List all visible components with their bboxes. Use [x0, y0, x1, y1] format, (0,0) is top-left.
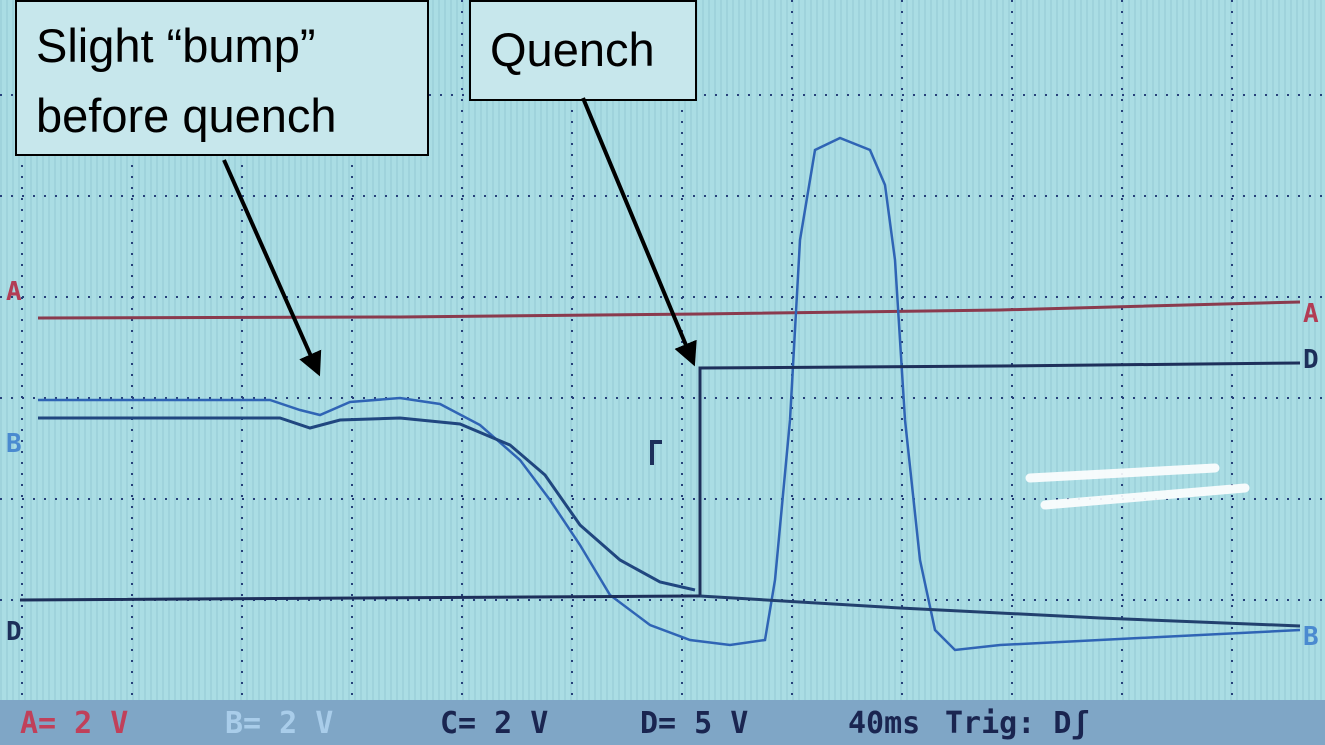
status-channel: C= 2 V	[440, 706, 548, 741]
callout-text: before quench	[36, 89, 337, 142]
channel-marker: B	[6, 429, 22, 459]
trigger-marker	[650, 440, 662, 465]
channel-marker: B	[1303, 622, 1319, 652]
channel-marker: D	[6, 617, 22, 647]
status-bar	[0, 700, 1325, 745]
status-timebase: 40ms	[848, 706, 920, 741]
status-channel: D= 5 V	[640, 706, 748, 741]
callout-box	[15, 0, 429, 156]
callout-arrow	[222, 159, 322, 377]
status-channel: B= 2 V	[225, 706, 333, 741]
trace-d-tail	[699, 594, 1301, 628]
callout-arrow	[581, 97, 697, 367]
channel-marker: A	[1303, 299, 1319, 329]
trace-a	[37, 300, 1301, 320]
channel-marker: D	[1303, 345, 1319, 375]
channel-marker: A	[6, 277, 22, 307]
trace-b	[38, 136, 1301, 652]
status-trigger: Trig: Dʃ	[945, 706, 1090, 741]
status-channel: A= 2 V	[20, 706, 128, 741]
trace-d	[19, 361, 1301, 602]
trace-c	[38, 416, 696, 592]
glare	[1025, 463, 1250, 510]
callout-text: Slight “bump”	[36, 19, 316, 72]
callout-text: Quench	[490, 23, 655, 76]
